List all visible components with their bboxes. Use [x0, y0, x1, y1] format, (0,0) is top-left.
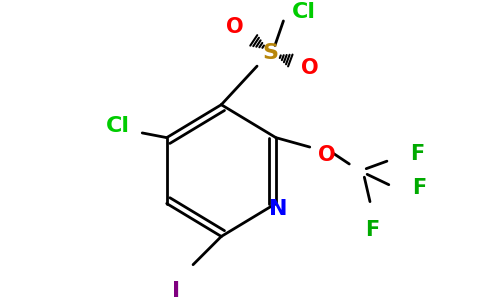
Text: O: O	[318, 145, 335, 165]
Text: S: S	[262, 43, 278, 63]
Text: O: O	[301, 58, 318, 78]
Text: N: N	[269, 199, 287, 219]
Text: Cl: Cl	[292, 2, 316, 22]
Text: O: O	[226, 16, 243, 37]
Text: F: F	[365, 220, 379, 240]
Text: I: I	[172, 281, 180, 300]
Text: F: F	[410, 144, 424, 164]
Text: Cl: Cl	[106, 116, 130, 136]
Text: F: F	[412, 178, 426, 199]
